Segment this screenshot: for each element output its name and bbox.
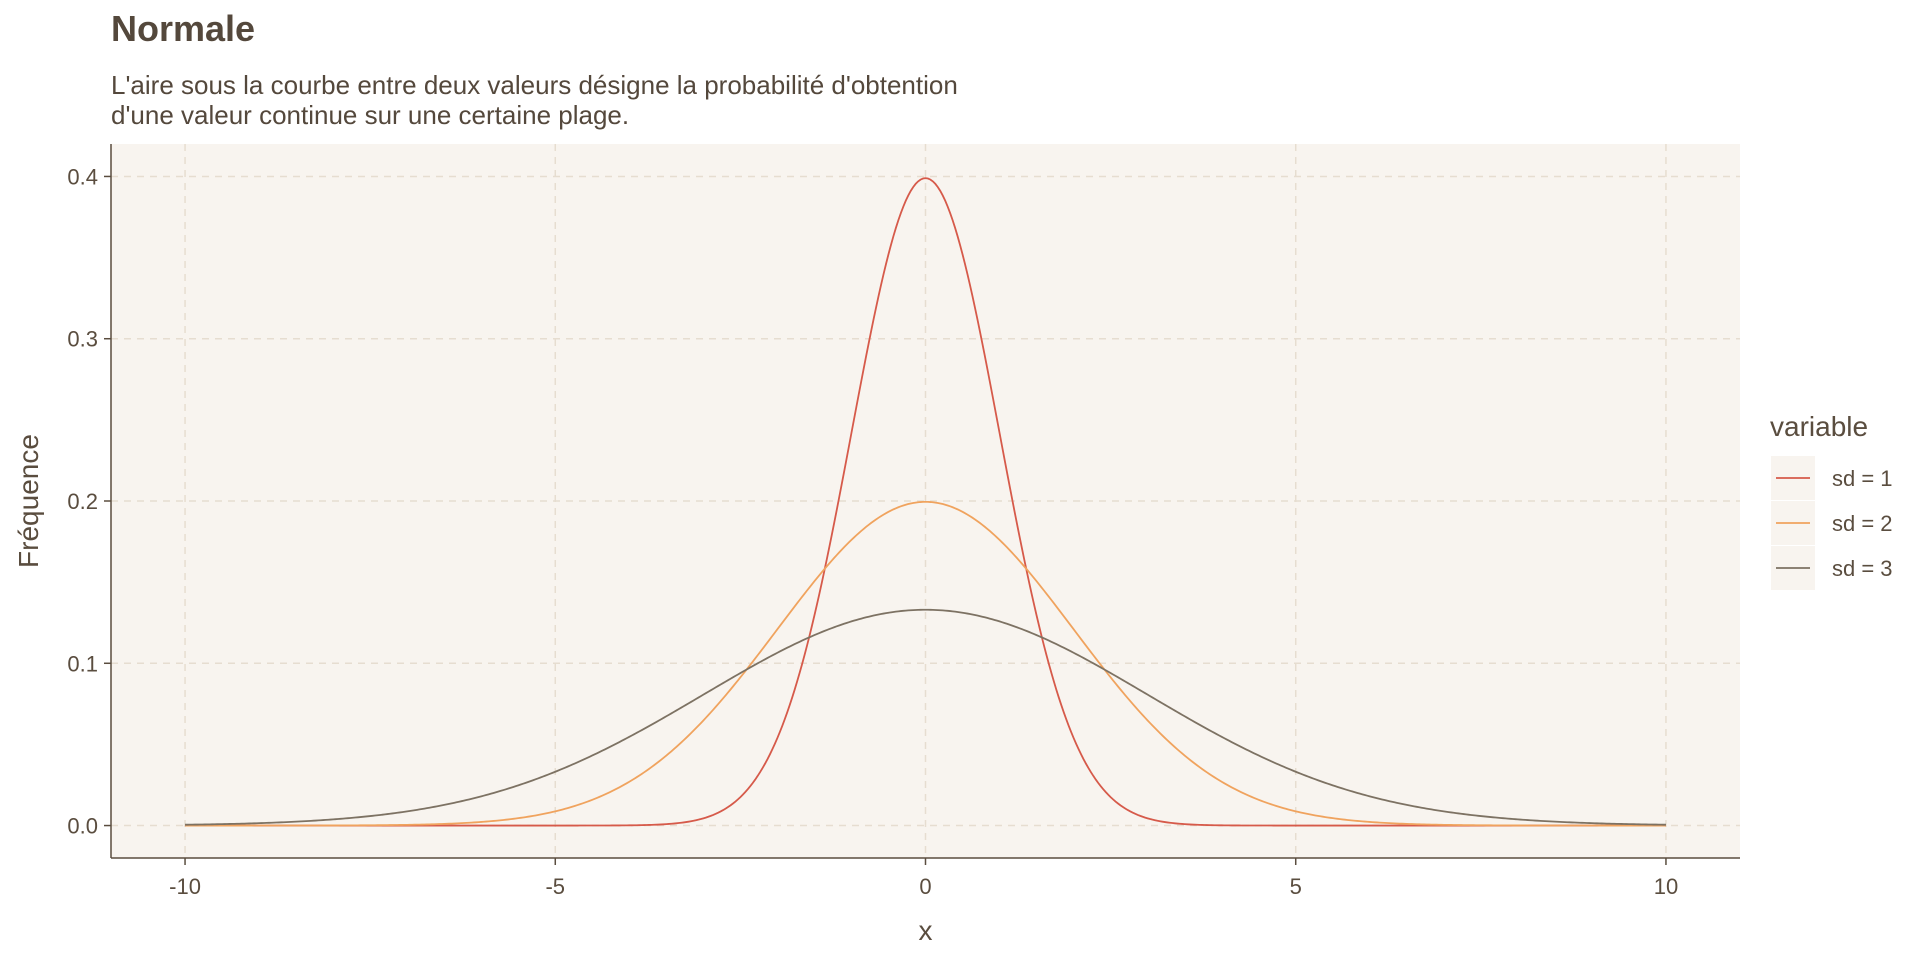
subtitle-line-1: L'aire sous la courbe entre deux valeurs… xyxy=(111,70,958,100)
y-axis-title: Fréquence xyxy=(13,434,44,568)
x-tick-label: 0 xyxy=(919,874,931,899)
series-line-sd-3 xyxy=(185,608,1666,826)
x-tick-label: 10 xyxy=(1654,874,1678,899)
y-tick-label: 0.4 xyxy=(67,164,98,189)
y-tick-label: 0.1 xyxy=(67,651,98,676)
tick-labels: -10 -5 0 5 10 0.0 0.1 0.2 0.3 0.4 xyxy=(67,164,1678,899)
x-tick-label: -5 xyxy=(545,874,565,899)
y-tick-label: 0.0 xyxy=(67,814,98,839)
legend-label: sd = 3 xyxy=(1832,556,1893,581)
series-line-sd-2 xyxy=(185,500,1666,827)
x-tick-label: 5 xyxy=(1290,874,1302,899)
legend-label: sd = 2 xyxy=(1832,511,1893,536)
x-axis-title: x xyxy=(919,915,933,946)
legend: variable sd = 1 sd = 2 sd = 3 xyxy=(1770,411,1893,590)
legend-label: sd = 1 xyxy=(1832,466,1893,491)
subtitle-line-2: d'une valeur continue sur une certaine p… xyxy=(111,100,630,130)
legend-title: variable xyxy=(1770,411,1868,442)
x-tick-label: -10 xyxy=(169,874,201,899)
y-tick-label: 0.3 xyxy=(67,327,98,352)
series-line-sd-1 xyxy=(185,177,1666,827)
series-lines xyxy=(185,177,1666,827)
y-tick-label: 0.2 xyxy=(67,489,98,514)
chart-title: Normale xyxy=(111,8,256,49)
chart-subtitle: L'aire sous la courbe entre deux valeurs… xyxy=(111,70,958,130)
